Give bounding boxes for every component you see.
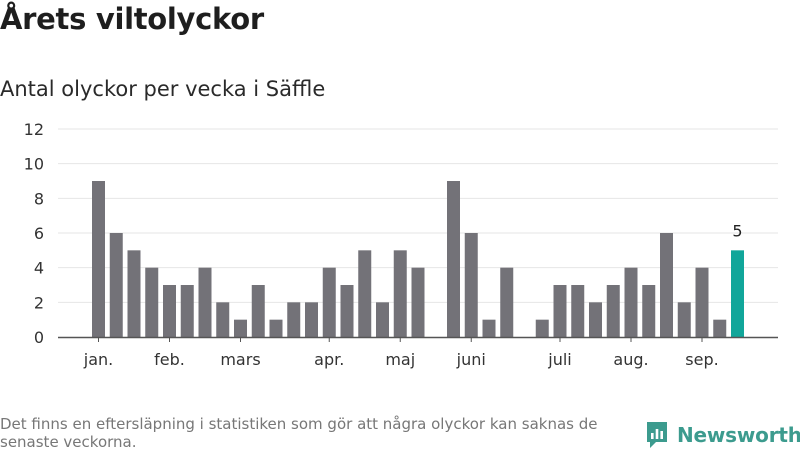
y-tick-label: 8 bbox=[34, 189, 44, 208]
bar bbox=[535, 319, 549, 337]
bar bbox=[198, 267, 212, 337]
bar bbox=[163, 285, 176, 337]
bar bbox=[305, 302, 318, 337]
bar bbox=[482, 319, 496, 337]
x-tick-label: sep. bbox=[685, 350, 718, 369]
bar bbox=[109, 233, 123, 337]
bar bbox=[464, 233, 478, 337]
bar bbox=[447, 181, 460, 337]
bar bbox=[145, 267, 159, 337]
y-tick-label: 2 bbox=[34, 293, 44, 312]
chart-title: Årets viltolyckor bbox=[0, 2, 264, 36]
x-tick-label: maj bbox=[385, 350, 415, 369]
footnote: Det finns en eftersläpning i statistiken… bbox=[0, 415, 598, 451]
data-label: 5 bbox=[732, 221, 742, 240]
bar-highlight bbox=[731, 250, 744, 337]
bar bbox=[589, 302, 602, 337]
bar bbox=[606, 285, 620, 337]
x-tick-label: jan. bbox=[83, 350, 113, 369]
bar bbox=[642, 285, 656, 337]
bar bbox=[340, 285, 354, 337]
x-tick-label: mars bbox=[220, 350, 260, 369]
bar bbox=[677, 302, 691, 337]
y-tick-label: 10 bbox=[24, 155, 44, 174]
y-tick-label: 4 bbox=[34, 259, 44, 278]
bar bbox=[269, 319, 283, 337]
x-tick-label: juli bbox=[547, 350, 571, 369]
y-tick-label: 0 bbox=[34, 328, 44, 347]
bar bbox=[411, 267, 425, 337]
bar bbox=[393, 250, 407, 337]
bar bbox=[624, 267, 638, 337]
bar bbox=[695, 267, 709, 337]
bar-chart: 0 2 4 6 8 10 12 jan. feb. mars apr. maj juni juli aug.… bbox=[24, 120, 778, 369]
y-tick-label: 6 bbox=[34, 224, 44, 243]
newsworthy-logo-icon bbox=[647, 422, 667, 448]
bar bbox=[287, 302, 301, 337]
bar bbox=[322, 267, 336, 337]
bar bbox=[234, 319, 247, 337]
y-tick-label: 12 bbox=[24, 120, 44, 139]
x-tick-label: juni bbox=[456, 350, 486, 369]
x-tick-label: apr. bbox=[314, 350, 344, 369]
chart-subtitle: Antal olyckor per vecka i Säffle bbox=[0, 77, 326, 101]
bar bbox=[127, 250, 141, 337]
bar bbox=[660, 233, 673, 337]
bar bbox=[571, 285, 585, 337]
bar bbox=[216, 302, 230, 337]
brand-logo: Newsworthy bbox=[645, 420, 800, 450]
bar bbox=[713, 319, 727, 337]
bar bbox=[358, 250, 372, 337]
bar bbox=[251, 285, 265, 337]
bar bbox=[553, 285, 567, 337]
bar bbox=[92, 181, 105, 337]
bar bbox=[180, 285, 194, 337]
bar bbox=[376, 302, 389, 337]
x-tick-label: feb. bbox=[154, 350, 185, 369]
brand-name: Newsworthy bbox=[677, 423, 800, 447]
bar bbox=[500, 267, 514, 337]
x-tick-label: aug. bbox=[613, 350, 648, 369]
